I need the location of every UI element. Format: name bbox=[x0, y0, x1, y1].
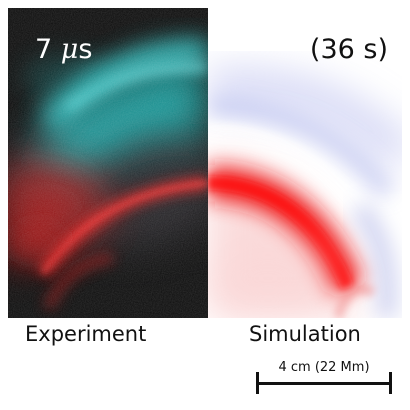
experiment-photo bbox=[8, 8, 208, 318]
simulation-image: (36 s) bbox=[208, 8, 402, 318]
experiment-time-value: 7 bbox=[35, 34, 61, 65]
scale-bar-left-tick bbox=[256, 372, 259, 394]
experiment-time-unit-mu: μ bbox=[60, 34, 79, 65]
scale-bar: 4 cm (22 Mm) bbox=[256, 358, 392, 394]
scale-bar-line bbox=[256, 382, 392, 385]
simulation-render bbox=[208, 8, 402, 318]
simulation-caption: Simulation bbox=[249, 322, 361, 346]
experiment-caption: Experiment bbox=[25, 322, 147, 346]
simulation-time-label: (36 s) bbox=[309, 34, 388, 65]
experiment-time-unit-s: s bbox=[78, 34, 93, 65]
experiment-time-label: 7 μs bbox=[35, 36, 92, 63]
scale-bar-label: 4 cm (22 Mm) bbox=[278, 360, 370, 375]
experiment-image: 7 μs bbox=[8, 8, 208, 318]
scale-bar-right-tick bbox=[389, 372, 392, 394]
